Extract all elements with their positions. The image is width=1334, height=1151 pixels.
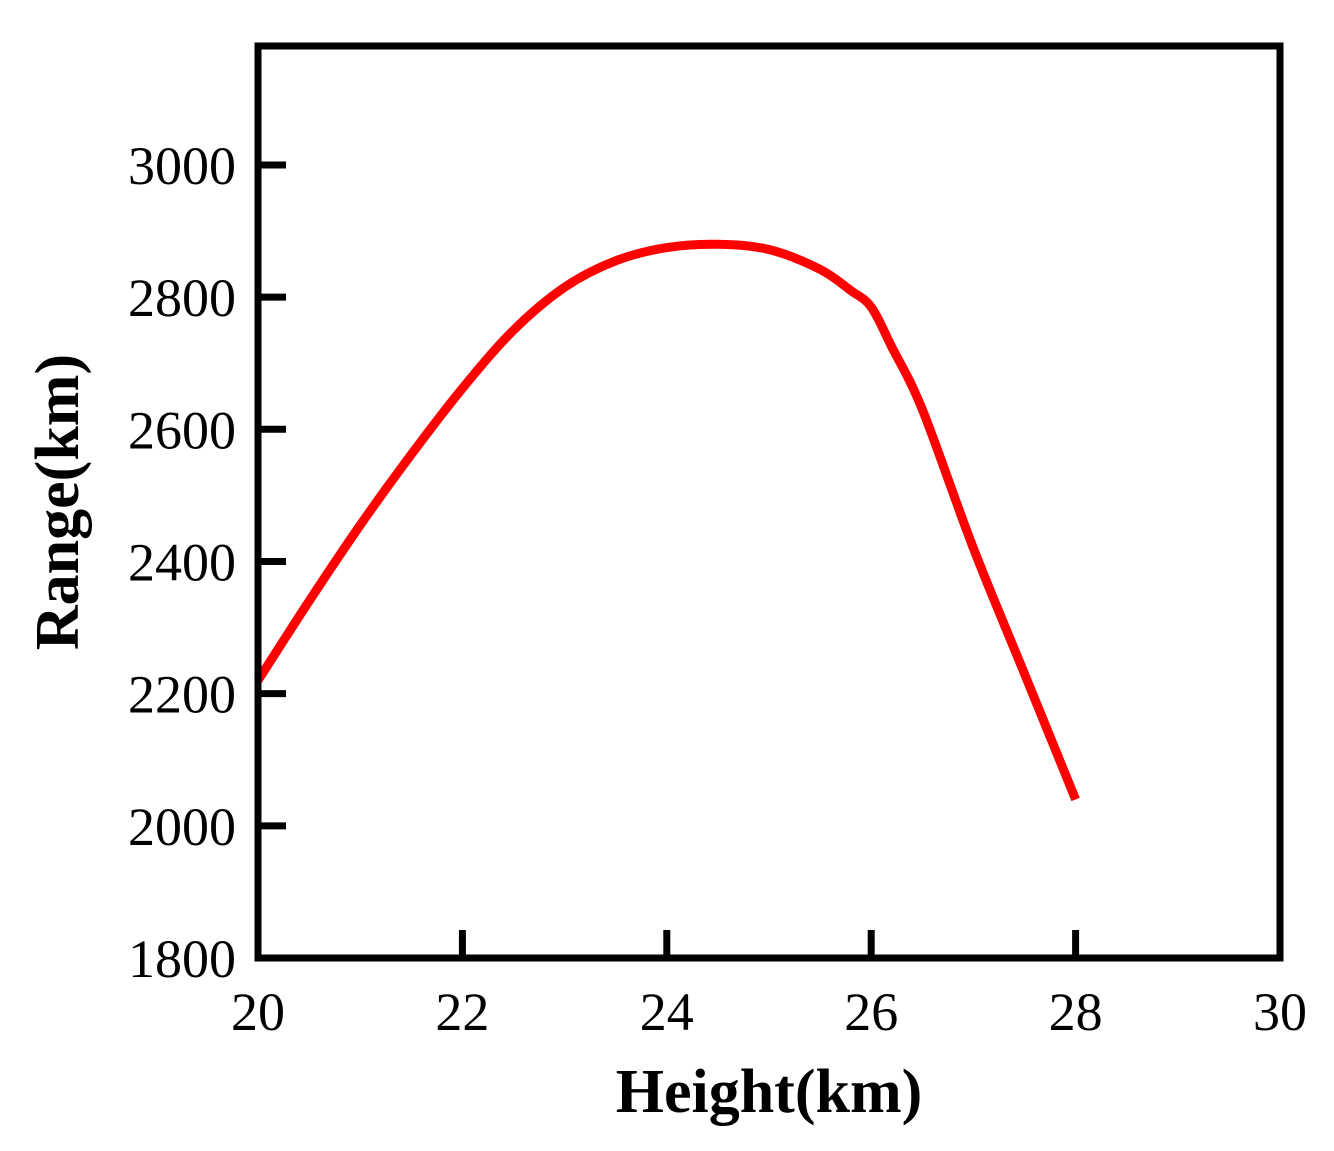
y-tick-label: 2400 xyxy=(128,532,236,592)
x-axis-title: Height(km) xyxy=(616,1058,923,1126)
x-ticks xyxy=(458,930,1080,958)
y-tick-label: 2600 xyxy=(128,400,236,460)
x-tick-label: 22 xyxy=(435,982,489,1042)
x-tick-label: 26 xyxy=(844,982,898,1042)
y-tick-label: 1800 xyxy=(128,929,236,989)
x-tick-label: 24 xyxy=(640,982,694,1042)
series-layer xyxy=(254,239,1080,802)
x-tick-label: 28 xyxy=(1049,982,1103,1042)
y-tick-label: 3000 xyxy=(128,136,236,196)
y-tick-label: 2800 xyxy=(128,268,236,328)
y-tick-label: 2000 xyxy=(128,797,236,857)
series-line xyxy=(254,239,1080,802)
y-axis-title: Range(km) xyxy=(24,354,92,650)
y-tick-labels: 1800 2000 2200 2400 2600 2800 3000 xyxy=(128,136,236,989)
y-ticks xyxy=(258,161,286,830)
y-tick-label: 2200 xyxy=(128,665,236,725)
x-tick-labels: 20 22 24 26 28 30 xyxy=(231,982,1307,1042)
x-tick-label: 30 xyxy=(1253,982,1307,1042)
x-tick-label: 20 xyxy=(231,982,285,1042)
plot-frame xyxy=(254,42,1284,962)
